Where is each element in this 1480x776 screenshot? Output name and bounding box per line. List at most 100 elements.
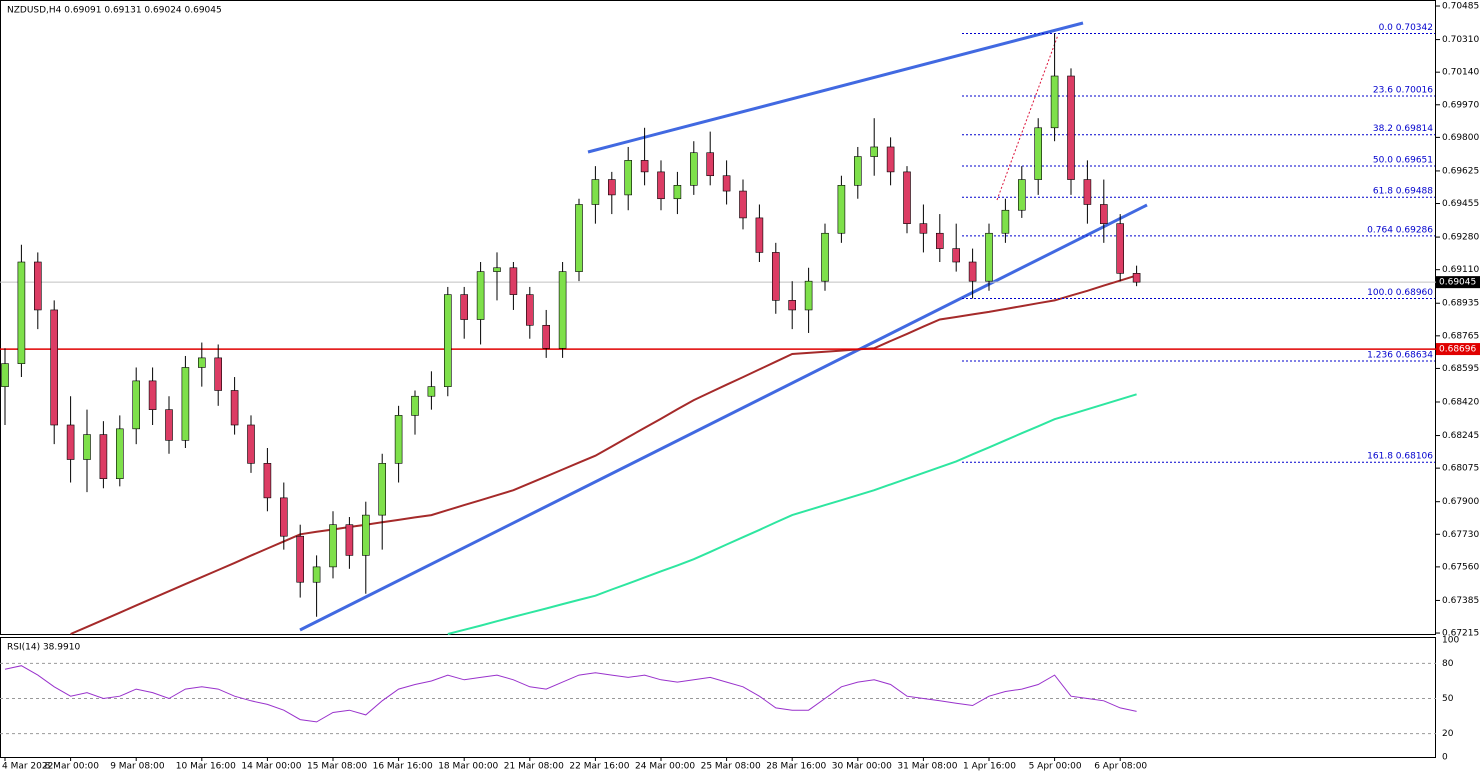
fib-label: 50.0 0.69651: [1373, 155, 1433, 165]
y-tick-label: 0.69455: [1442, 199, 1479, 209]
candle-body: [1083, 179, 1092, 205]
candle-body: [181, 367, 190, 441]
candle-body: [821, 232, 829, 282]
y-tick-label: 0.70140: [1442, 68, 1479, 78]
candle-body: [706, 152, 715, 177]
moving-average: [70, 274, 1137, 635]
x-tick-label: 9 Mar 08:00: [110, 762, 165, 772]
rsi-panel: [0, 637, 1436, 758]
y-tick-label: 0.68765: [1442, 331, 1479, 341]
candle-body: [132, 380, 140, 430]
moving-average: [447, 393, 1137, 635]
candle-body: [575, 204, 583, 272]
y-tick-label: 0.67215: [1442, 629, 1479, 639]
candle-body: [919, 223, 928, 234]
candle-body: [247, 424, 255, 464]
candle-body: [460, 294, 469, 320]
y-tick-label: 0.69280: [1442, 233, 1479, 243]
y-tick-label: 0.68935: [1442, 299, 1479, 309]
price-box: [1436, 276, 1480, 289]
price-label: 0.69045: [1439, 278, 1476, 288]
y-tick-label: 0.69970: [1442, 100, 1479, 110]
candle-body: [837, 185, 846, 234]
x-tick-label: 24 Mar 00:00: [635, 762, 695, 772]
candle-body: [1017, 179, 1026, 211]
rsi-tick-label: 20: [1442, 729, 1454, 739]
fib-label: 0.0 0.70342: [1379, 23, 1433, 33]
candle-body: [312, 566, 321, 583]
level-label: 0.68696: [1439, 345, 1476, 355]
y-tick-label: 0.68245: [1442, 431, 1479, 441]
candle-body: [739, 190, 747, 219]
rsi-tick-label: 100: [1442, 636, 1459, 646]
x-tick-label: 25 Mar 08:00: [701, 762, 761, 772]
candle-body: [198, 357, 206, 368]
candle-body: [673, 185, 682, 200]
candle-body: [230, 390, 239, 426]
candle-body: [33, 261, 42, 311]
candle-body: [591, 179, 600, 205]
x-tick-label: 31 Mar 08:00: [897, 762, 957, 772]
candle-body: [1001, 209, 1010, 234]
candle-body: [657, 171, 665, 200]
y-tick-label: 0.69800: [1442, 133, 1479, 143]
rsi-tick-label: 50: [1442, 694, 1454, 704]
rsi-tick-label: 80: [1442, 659, 1454, 669]
candle-body: [525, 294, 534, 326]
fib-label: 161.8 0.68106: [1367, 452, 1433, 462]
x-tick-label: 5 Apr 00:00: [1029, 762, 1082, 772]
y-tick-label: 0.68595: [1442, 364, 1479, 374]
candle-body: [985, 232, 993, 282]
candle-body: [99, 434, 108, 479]
x-tick-label: 15 Mar 08:00: [307, 762, 367, 772]
candle-body: [935, 232, 944, 249]
candle-body: [771, 252, 780, 301]
x-tick-label: 16 Mar 16:00: [373, 762, 433, 772]
x-tick-label: 8 Mar 00:00: [45, 762, 100, 772]
candle-body: [83, 434, 91, 460]
candle-body: [1050, 75, 1059, 129]
candle-body: [509, 267, 518, 295]
candle-body: [542, 324, 551, 349]
candle-body: [394, 415, 403, 464]
price-panel: [0, 0, 1436, 635]
candle-body: [493, 267, 501, 272]
candle-body: [689, 152, 698, 186]
header: NZDUSD,H4 0.69091 0.69131 0.69024 0.6904…: [7, 6, 222, 16]
candle-body: [427, 386, 436, 397]
y-tick-label: 0.68420: [1442, 397, 1479, 407]
candle-body: [624, 160, 633, 196]
candle-body: [1067, 75, 1075, 180]
fib-label: 100.0 0.68960: [1367, 288, 1433, 298]
candle-body: [345, 524, 354, 556]
candle-body: [148, 380, 157, 410]
candle-body: [329, 524, 337, 568]
candle-body: [214, 357, 222, 391]
fib-label: 1.236 0.68634: [1367, 350, 1433, 360]
candle-body: [66, 424, 75, 460]
candle-body: [952, 248, 961, 263]
x-tick-label: 28 Mar 16:00: [766, 762, 826, 772]
rsi-tick-label: 0: [1442, 753, 1448, 763]
candle-body: [1, 363, 9, 387]
candle-body: [1100, 204, 1108, 224]
candle-body: [886, 146, 895, 173]
y-tick-label: 0.70310: [1442, 35, 1479, 45]
y-tick-label: 0.68075: [1442, 464, 1479, 474]
candle-body: [279, 497, 288, 537]
candle-body: [558, 271, 567, 349]
candle-body: [50, 309, 59, 426]
fib-label: 0.764 0.69286: [1367, 225, 1433, 235]
candle-body: [378, 463, 387, 516]
candle-body: [640, 160, 649, 173]
candle-body: [263, 463, 272, 499]
y-tick-label: 0.69625: [1442, 166, 1479, 176]
candle-body: [411, 395, 419, 416]
y-tick-label: 0.67900: [1442, 497, 1479, 507]
y-tick-label: 0.67385: [1442, 596, 1479, 606]
candle-body: [296, 535, 305, 583]
x-tick-label: 10 Mar 16:00: [176, 762, 236, 772]
candle-body: [903, 171, 911, 224]
candle-body: [361, 514, 370, 556]
